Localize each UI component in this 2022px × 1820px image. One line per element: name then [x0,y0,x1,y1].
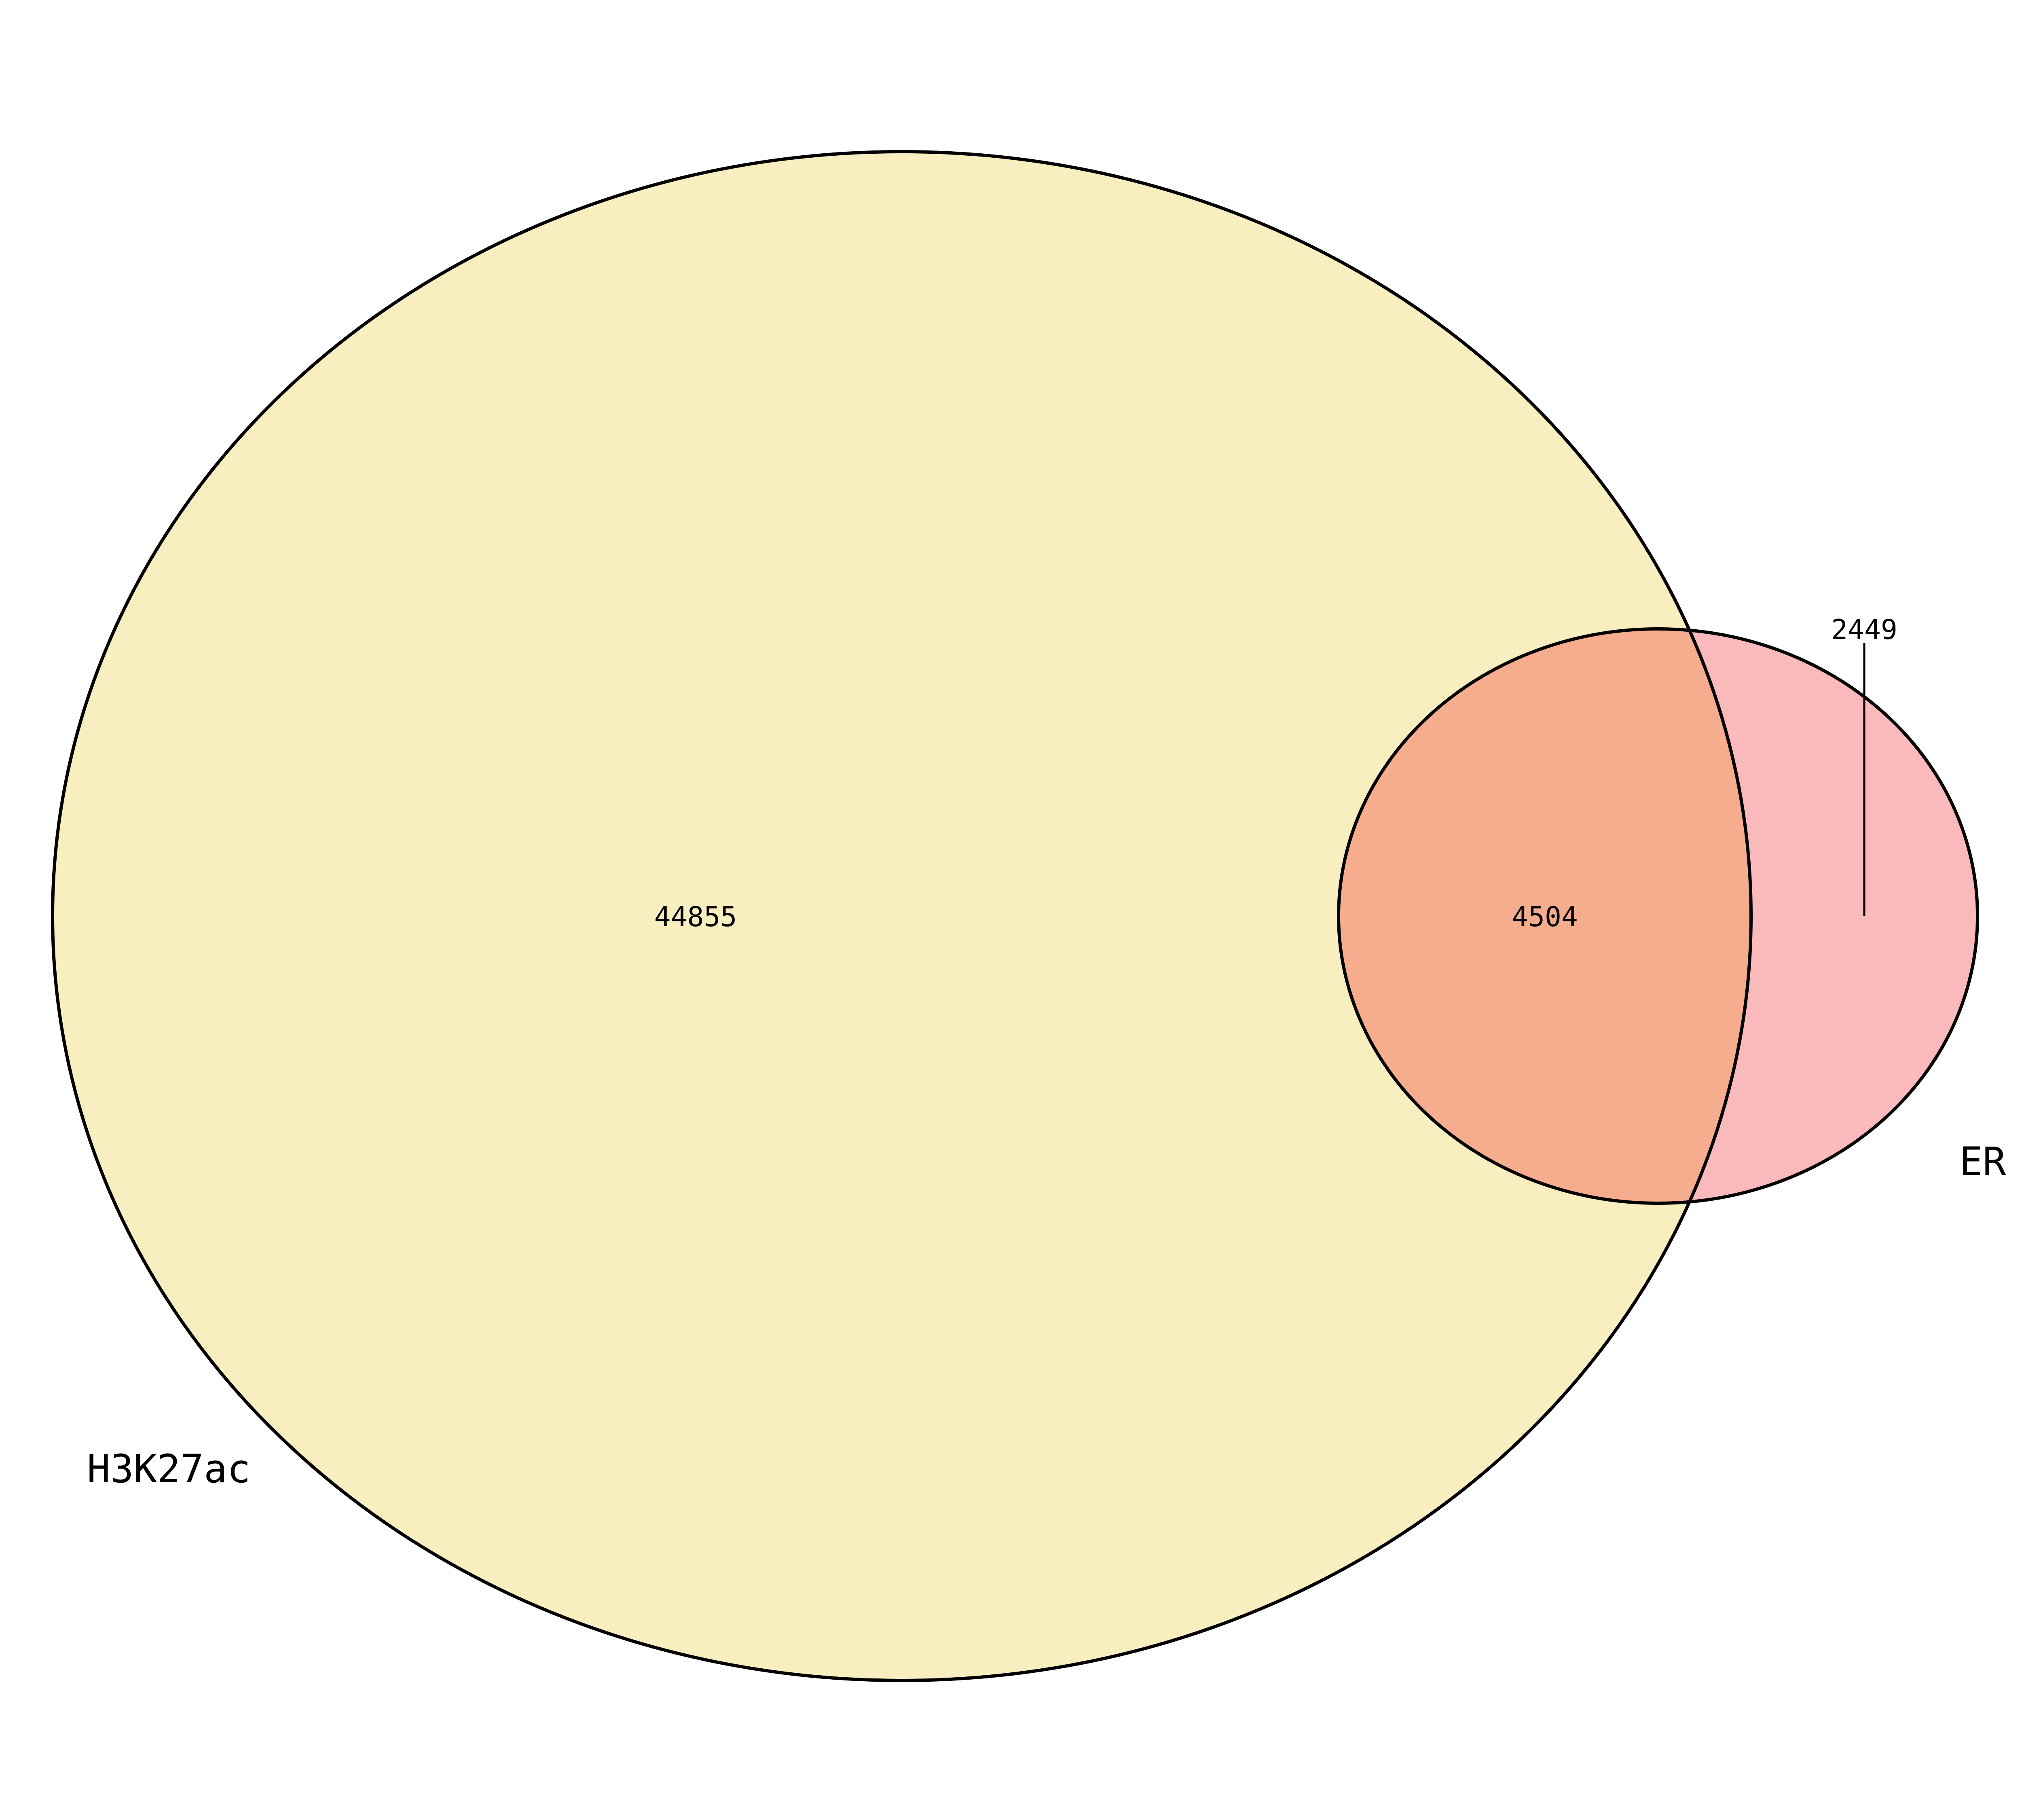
h3k27ac-only-count: 44855 [654,901,737,933]
overlap-count: 4504 [1512,901,1578,933]
h3k27ac-circle [53,152,1751,1680]
er-set-label: ER [1959,1139,2006,1184]
er-only-count: 2449 [1831,614,1897,646]
h3k27ac-set-label: H3K27ac [87,1446,251,1492]
er-outline [1337,627,1979,1205]
h3k27ac-outline [51,150,1753,1682]
overlap-region [1339,629,1751,1203]
